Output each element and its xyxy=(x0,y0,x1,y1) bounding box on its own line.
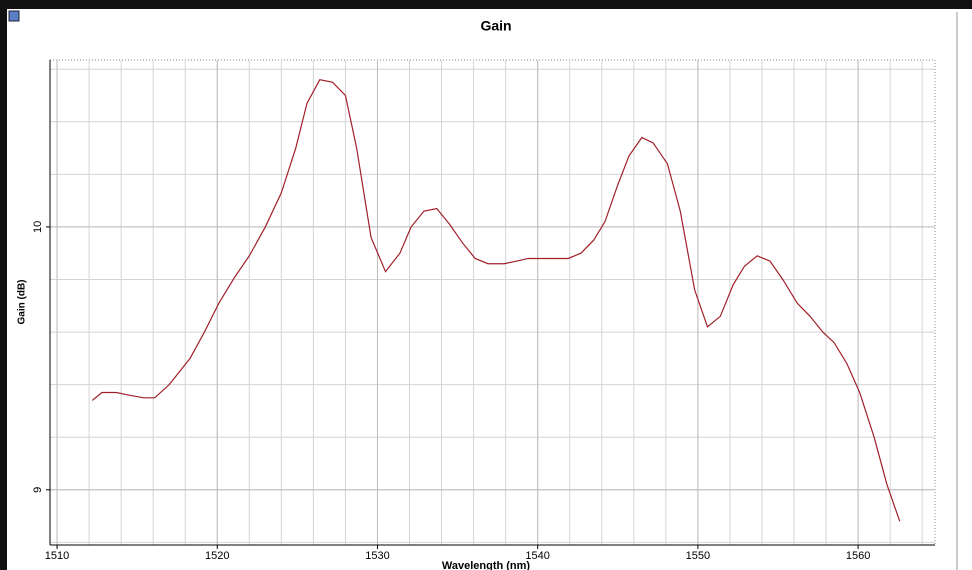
x-tick-label: 1510 xyxy=(45,550,69,562)
x-tick-label: 1560 xyxy=(846,550,870,562)
plot-area: 1510 1520 1530 1540 1550 1560 9 10 xyxy=(32,59,936,562)
y-axis-label: Gain (dB) xyxy=(17,280,28,325)
x-axis-label: Wavelength (nm) xyxy=(442,560,531,570)
window-top-border xyxy=(0,0,972,9)
window-icon[interactable] xyxy=(8,10,20,22)
chart-title: Gain xyxy=(480,18,511,34)
plot-frame xyxy=(49,59,936,546)
x-tick-label: 1550 xyxy=(686,550,710,562)
y-tick-label: 10 xyxy=(32,221,44,233)
x-tick-label: 1520 xyxy=(205,550,229,562)
x-tick-label: 1540 xyxy=(525,550,549,562)
x-tick-label: 1530 xyxy=(365,550,389,562)
window-left-border xyxy=(0,0,7,570)
y-tick-label: 9 xyxy=(32,487,44,493)
data-line xyxy=(91,79,901,522)
